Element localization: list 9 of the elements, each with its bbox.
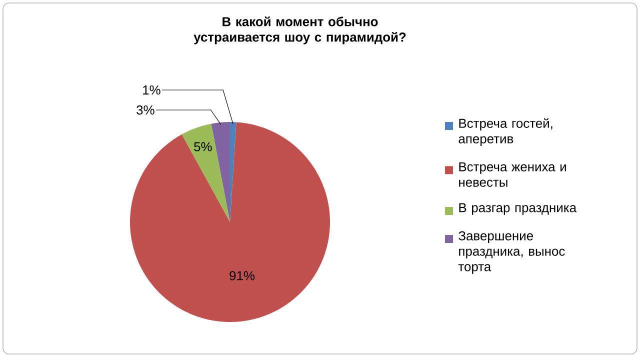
legend-label: Завершение праздника, вынос торта [458, 231, 565, 274]
legend-label: Встреча жениха и невесты [459, 162, 566, 187]
data-label: 1% [143, 85, 160, 95]
legend-label: В разгар праздника [459, 203, 577, 215]
data-label: 3% [136, 105, 154, 115]
data-label: 91% [230, 271, 255, 280]
legend-label: Встреча гостей, аперетив [458, 118, 552, 146]
chart-title: В какой момент обычно устраивается шоу с пирамидой? [194, 16, 406, 44]
data-label: 5% [194, 142, 212, 152]
